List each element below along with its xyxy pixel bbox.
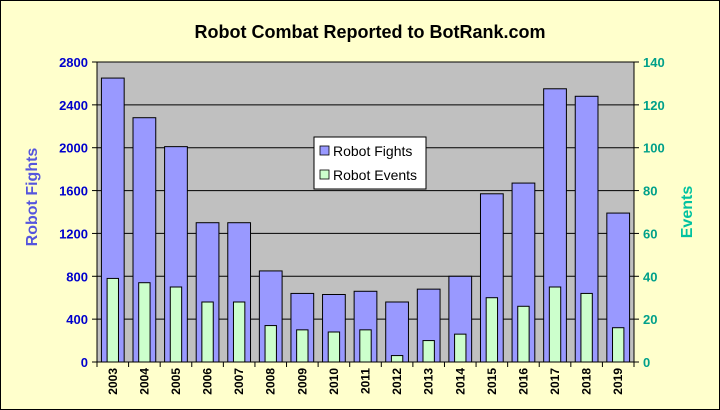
x-tick-label: 2013 — [422, 368, 436, 395]
y-right-tick-label: 120 — [643, 98, 665, 113]
x-tick-label: 2012 — [390, 368, 404, 395]
y-axis-left-label: Robot Fights — [24, 148, 41, 247]
x-tick-label: 2009 — [295, 368, 309, 395]
x-tick-label: 2006 — [201, 368, 215, 395]
y-right-tick-label: 100 — [643, 141, 665, 156]
bar-robot-events-2015 — [485, 297, 499, 363]
y-left-tick-label: 1600 — [59, 184, 88, 199]
bar-robot-fights-2012 — [385, 301, 409, 363]
x-tick-label: 2010 — [327, 368, 341, 395]
y-left-tick-label: 0 — [81, 355, 88, 370]
x-tick-label: 2017 — [548, 368, 562, 395]
y-left-tick-label: 400 — [66, 312, 88, 327]
legend-label-robot-fights: Robot Fights — [333, 143, 412, 159]
y-right-tick-label: 40 — [643, 269, 657, 284]
legend-swatch-robot-events — [319, 169, 330, 180]
chart-title: Robot Combat Reported to BotRank.com — [195, 22, 546, 42]
x-tick-label: 2014 — [453, 368, 467, 395]
bar-robot-events-2006 — [201, 301, 214, 363]
bar-robot-events-2011 — [359, 329, 372, 363]
bar-robot-events-2017 — [548, 286, 562, 363]
bar-robot-events-2004 — [138, 282, 151, 363]
x-tick-label: 2018 — [580, 368, 594, 395]
y-left-tick-label: 1200 — [59, 226, 88, 241]
x-tick-label: 2016 — [516, 368, 530, 395]
y-right-tick-label: 140 — [643, 55, 665, 70]
bar-robot-events-2003 — [106, 277, 119, 363]
legend-swatch-robot-fights — [319, 145, 330, 156]
legend: Robot Fights Robot Events — [313, 136, 427, 190]
bar-robot-events-2012 — [390, 355, 404, 363]
x-tick-label: 2019 — [611, 368, 625, 395]
legend-label-robot-events: Robot Events — [333, 167, 417, 183]
y-left-tick-label: 800 — [66, 269, 88, 284]
y-right-tick-label: 20 — [643, 312, 657, 327]
bar-robot-events-2007 — [232, 301, 246, 363]
bar-robot-events-2013 — [422, 340, 435, 363]
bar-robot-events-2016 — [517, 305, 530, 363]
x-tick-label: 2004 — [137, 368, 151, 395]
bar-robot-events-2014 — [454, 333, 467, 363]
bar-robot-events-2018 — [580, 292, 593, 363]
y-left-tick-label: 2000 — [59, 141, 88, 156]
robot-events-series — [106, 277, 625, 363]
x-tick-label: 2015 — [485, 368, 499, 395]
y-right-tick-label: 60 — [643, 226, 657, 241]
x-tick-label: 2005 — [169, 368, 183, 395]
bar-robot-events-2008 — [264, 325, 277, 363]
bar-robot-events-2010 — [327, 331, 341, 363]
y-right-tick-label: 0 — [643, 355, 650, 370]
y-left-tick-label: 2800 — [59, 55, 88, 70]
x-tick-label: 2011 — [359, 368, 373, 394]
bar-robot-events-2009 — [296, 329, 309, 363]
y-right-tick-label: 80 — [643, 184, 657, 199]
x-tick-label: 2007 — [232, 368, 246, 395]
y-axis-right-label: Events — [679, 186, 696, 239]
legend-box — [313, 136, 427, 190]
y-left-tick-label: 2400 — [59, 98, 88, 113]
x-tick-label: 2003 — [106, 368, 120, 395]
bar-robot-events-2019 — [612, 327, 625, 363]
x-tick-label: 2008 — [264, 368, 278, 395]
bar-robot-events-2005 — [169, 286, 183, 363]
